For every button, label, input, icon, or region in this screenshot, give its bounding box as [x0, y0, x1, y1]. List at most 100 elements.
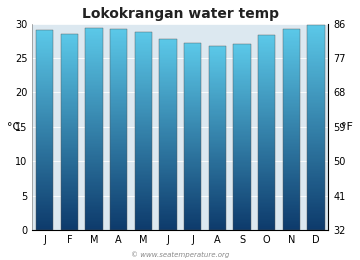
Bar: [85, 168, 103, 170]
Bar: [110, 213, 127, 214]
Bar: [135, 153, 152, 154]
Bar: [36, 30, 53, 32]
Bar: [184, 92, 201, 93]
Bar: [184, 171, 201, 172]
Bar: [36, 90, 53, 92]
Bar: [184, 128, 201, 129]
Bar: [36, 189, 53, 190]
Bar: [307, 114, 325, 115]
Bar: [184, 202, 201, 203]
Bar: [36, 114, 53, 116]
Bar: [184, 194, 201, 196]
Bar: [233, 211, 251, 212]
Bar: [307, 54, 325, 55]
Bar: [184, 223, 201, 224]
Bar: [159, 186, 177, 187]
Bar: [233, 179, 251, 181]
Bar: [307, 196, 325, 198]
Bar: [85, 112, 103, 113]
Bar: [61, 144, 78, 145]
Bar: [233, 191, 251, 192]
Bar: [233, 223, 251, 224]
Bar: [283, 138, 300, 139]
Bar: [159, 59, 177, 60]
Bar: [233, 188, 251, 190]
Bar: [110, 136, 127, 138]
Bar: [258, 120, 275, 121]
Bar: [233, 166, 251, 167]
Bar: [85, 83, 103, 85]
Bar: [110, 101, 127, 103]
Bar: [209, 200, 226, 201]
Bar: [233, 147, 251, 148]
Bar: [307, 98, 325, 99]
Bar: [209, 192, 226, 193]
Bar: [307, 85, 325, 87]
Bar: [258, 139, 275, 141]
Bar: [283, 92, 300, 93]
Bar: [233, 49, 251, 50]
Bar: [110, 83, 127, 84]
Bar: [159, 201, 177, 202]
Bar: [159, 71, 177, 72]
Bar: [307, 177, 325, 178]
Bar: [85, 44, 103, 46]
Bar: [233, 90, 251, 91]
Bar: [135, 71, 152, 72]
Bar: [307, 46, 325, 47]
Bar: [135, 203, 152, 204]
Bar: [283, 40, 300, 41]
Bar: [110, 190, 127, 191]
Bar: [258, 204, 275, 206]
Bar: [258, 176, 275, 177]
Bar: [36, 73, 53, 74]
Bar: [36, 104, 53, 105]
Bar: [110, 118, 127, 119]
Bar: [233, 121, 251, 122]
Bar: [283, 150, 300, 151]
Bar: [36, 89, 53, 90]
Bar: [233, 172, 251, 173]
Bar: [283, 183, 300, 185]
Bar: [258, 40, 275, 42]
Bar: [135, 113, 152, 114]
Bar: [258, 151, 275, 152]
Bar: [283, 139, 300, 140]
Bar: [135, 214, 152, 216]
Bar: [61, 60, 78, 61]
Bar: [36, 185, 53, 186]
Bar: [209, 179, 226, 180]
Bar: [209, 164, 226, 165]
Bar: [209, 227, 226, 228]
Bar: [85, 141, 103, 143]
Bar: [307, 132, 325, 133]
Bar: [258, 212, 275, 213]
Bar: [233, 181, 251, 182]
Bar: [61, 50, 78, 51]
Bar: [184, 111, 201, 112]
Bar: [61, 165, 78, 166]
Bar: [283, 50, 300, 52]
Bar: [233, 160, 251, 161]
Bar: [135, 188, 152, 190]
Bar: [159, 64, 177, 66]
Bar: [159, 82, 177, 83]
Bar: [61, 106, 78, 107]
Bar: [61, 131, 78, 132]
Bar: [307, 183, 325, 184]
Bar: [110, 71, 127, 72]
Bar: [184, 212, 201, 213]
Bar: [307, 119, 325, 121]
Bar: [283, 136, 300, 138]
Bar: [307, 129, 325, 130]
Bar: [85, 147, 103, 148]
Bar: [209, 155, 226, 157]
Bar: [110, 194, 127, 196]
Bar: [159, 95, 177, 96]
Bar: [307, 87, 325, 88]
Bar: [36, 128, 53, 129]
Bar: [258, 167, 275, 168]
Bar: [135, 43, 152, 44]
Bar: [184, 126, 201, 127]
Bar: [258, 72, 275, 73]
